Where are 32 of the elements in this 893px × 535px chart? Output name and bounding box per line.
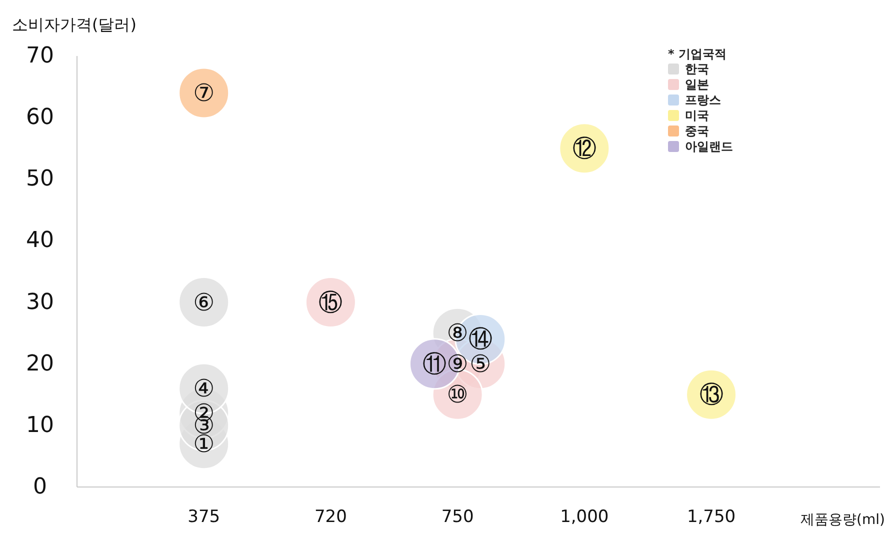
data-label: ⑩ — [446, 380, 468, 409]
x-tick-label: 1,750 — [686, 507, 736, 527]
y-tick-label: 10 — [26, 412, 54, 438]
y-tick-label: 40 — [26, 228, 54, 254]
legend-title: * 기업국적 — [668, 47, 726, 61]
legend-label: 아일랜드 — [685, 140, 733, 154]
data-label: ⑥ — [193, 288, 215, 316]
y-axis-title: 소비자가격(달러) — [12, 15, 136, 34]
y-tick-label: 70 — [26, 44, 54, 68]
data-label: ⑪ — [422, 350, 447, 378]
data-label: ⑫ — [572, 134, 596, 162]
data-label: ⑦ — [193, 78, 215, 107]
legend-label: 일본 — [685, 78, 709, 92]
legend-label: 프랑스 — [685, 93, 721, 107]
legend-label: 중국 — [685, 124, 709, 138]
y-tick-label: 50 — [26, 166, 54, 192]
x-tick-label: 720 — [314, 507, 347, 527]
data-label: ⑧ — [446, 319, 468, 348]
x-tick-label: 1,000 — [560, 507, 609, 527]
y-tick-label: 30 — [26, 290, 54, 315]
y-tick-label: 0 — [33, 474, 47, 500]
y-tick-label: 20 — [26, 351, 54, 376]
data-label: ⑨ — [446, 350, 468, 378]
data-label: ④ — [193, 374, 215, 402]
x-tick-label: 750 — [441, 507, 474, 527]
data-label: ⑬ — [699, 380, 724, 409]
y-tick-label: 60 — [26, 105, 54, 130]
data-label: ⑮ — [318, 288, 343, 316]
legend-label: 미국 — [685, 108, 709, 122]
x-axis-title: 제품용량(ml) — [800, 512, 885, 528]
legend-label: 한국 — [685, 62, 709, 76]
x-tick-label: 375 — [188, 507, 220, 527]
